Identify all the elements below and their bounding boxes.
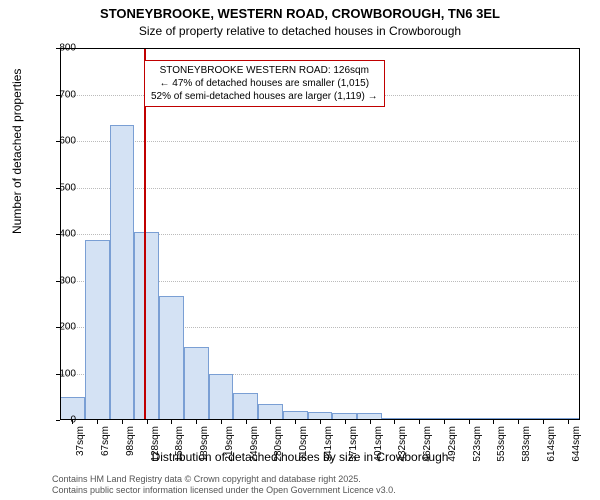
x-tick-mark: [568, 420, 569, 424]
y-tick-label: 100: [46, 368, 76, 379]
chart-title: STONEYBROOKE, WESTERN ROAD, CROWBOROUGH,…: [0, 6, 600, 21]
x-tick-mark: [147, 420, 148, 424]
chart-subtitle: Size of property relative to detached ho…: [0, 24, 600, 38]
x-tick-mark: [469, 420, 470, 424]
x-tick-mark: [122, 420, 123, 424]
attribution-text: Contains HM Land Registry data © Crown c…: [52, 474, 396, 496]
x-tick-mark: [394, 420, 395, 424]
plot-area: STONEYBROOKE WESTERN ROAD: 126sqm ← 47% …: [60, 48, 580, 420]
y-tick-label: 300: [46, 275, 76, 286]
x-tick-mark: [221, 420, 222, 424]
y-tick-label: 0: [46, 415, 76, 426]
y-axis-label: Number of detached properties: [10, 69, 24, 234]
chart-container: STONEYBROOKE, WESTERN ROAD, CROWBOROUGH,…: [0, 0, 600, 500]
x-tick-mark: [345, 420, 346, 424]
x-tick-mark: [444, 420, 445, 424]
annotation-line1: STONEYBROOKE WESTERN ROAD: 126sqm: [151, 64, 378, 77]
annotation-line3: 52% of semi-detached houses are larger (…: [151, 90, 378, 103]
x-tick-mark: [97, 420, 98, 424]
x-tick-mark: [320, 420, 321, 424]
x-tick-mark: [295, 420, 296, 424]
x-tick-mark: [171, 420, 172, 424]
x-tick-mark: [518, 420, 519, 424]
y-tick-label: 600: [46, 136, 76, 147]
x-tick-mark: [196, 420, 197, 424]
annotation-box: STONEYBROOKE WESTERN ROAD: 126sqm ← 47% …: [144, 60, 385, 107]
x-tick-mark: [493, 420, 494, 424]
y-tick-label: 800: [46, 43, 76, 54]
annotation-line2: ← 47% of detached houses are smaller (1,…: [151, 77, 378, 90]
y-tick-label: 700: [46, 89, 76, 100]
attribution-line2: Contains public sector information licen…: [52, 485, 396, 496]
x-tick-mark: [270, 420, 271, 424]
x-tick-mark: [370, 420, 371, 424]
x-axis-label: Distribution of detached houses by size …: [0, 450, 600, 464]
x-tick-mark: [419, 420, 420, 424]
y-tick-label: 500: [46, 182, 76, 193]
x-tick-mark: [543, 420, 544, 424]
attribution-line1: Contains HM Land Registry data © Crown c…: [52, 474, 396, 485]
x-tick-mark: [246, 420, 247, 424]
y-tick-label: 400: [46, 229, 76, 240]
y-tick-label: 200: [46, 322, 76, 333]
